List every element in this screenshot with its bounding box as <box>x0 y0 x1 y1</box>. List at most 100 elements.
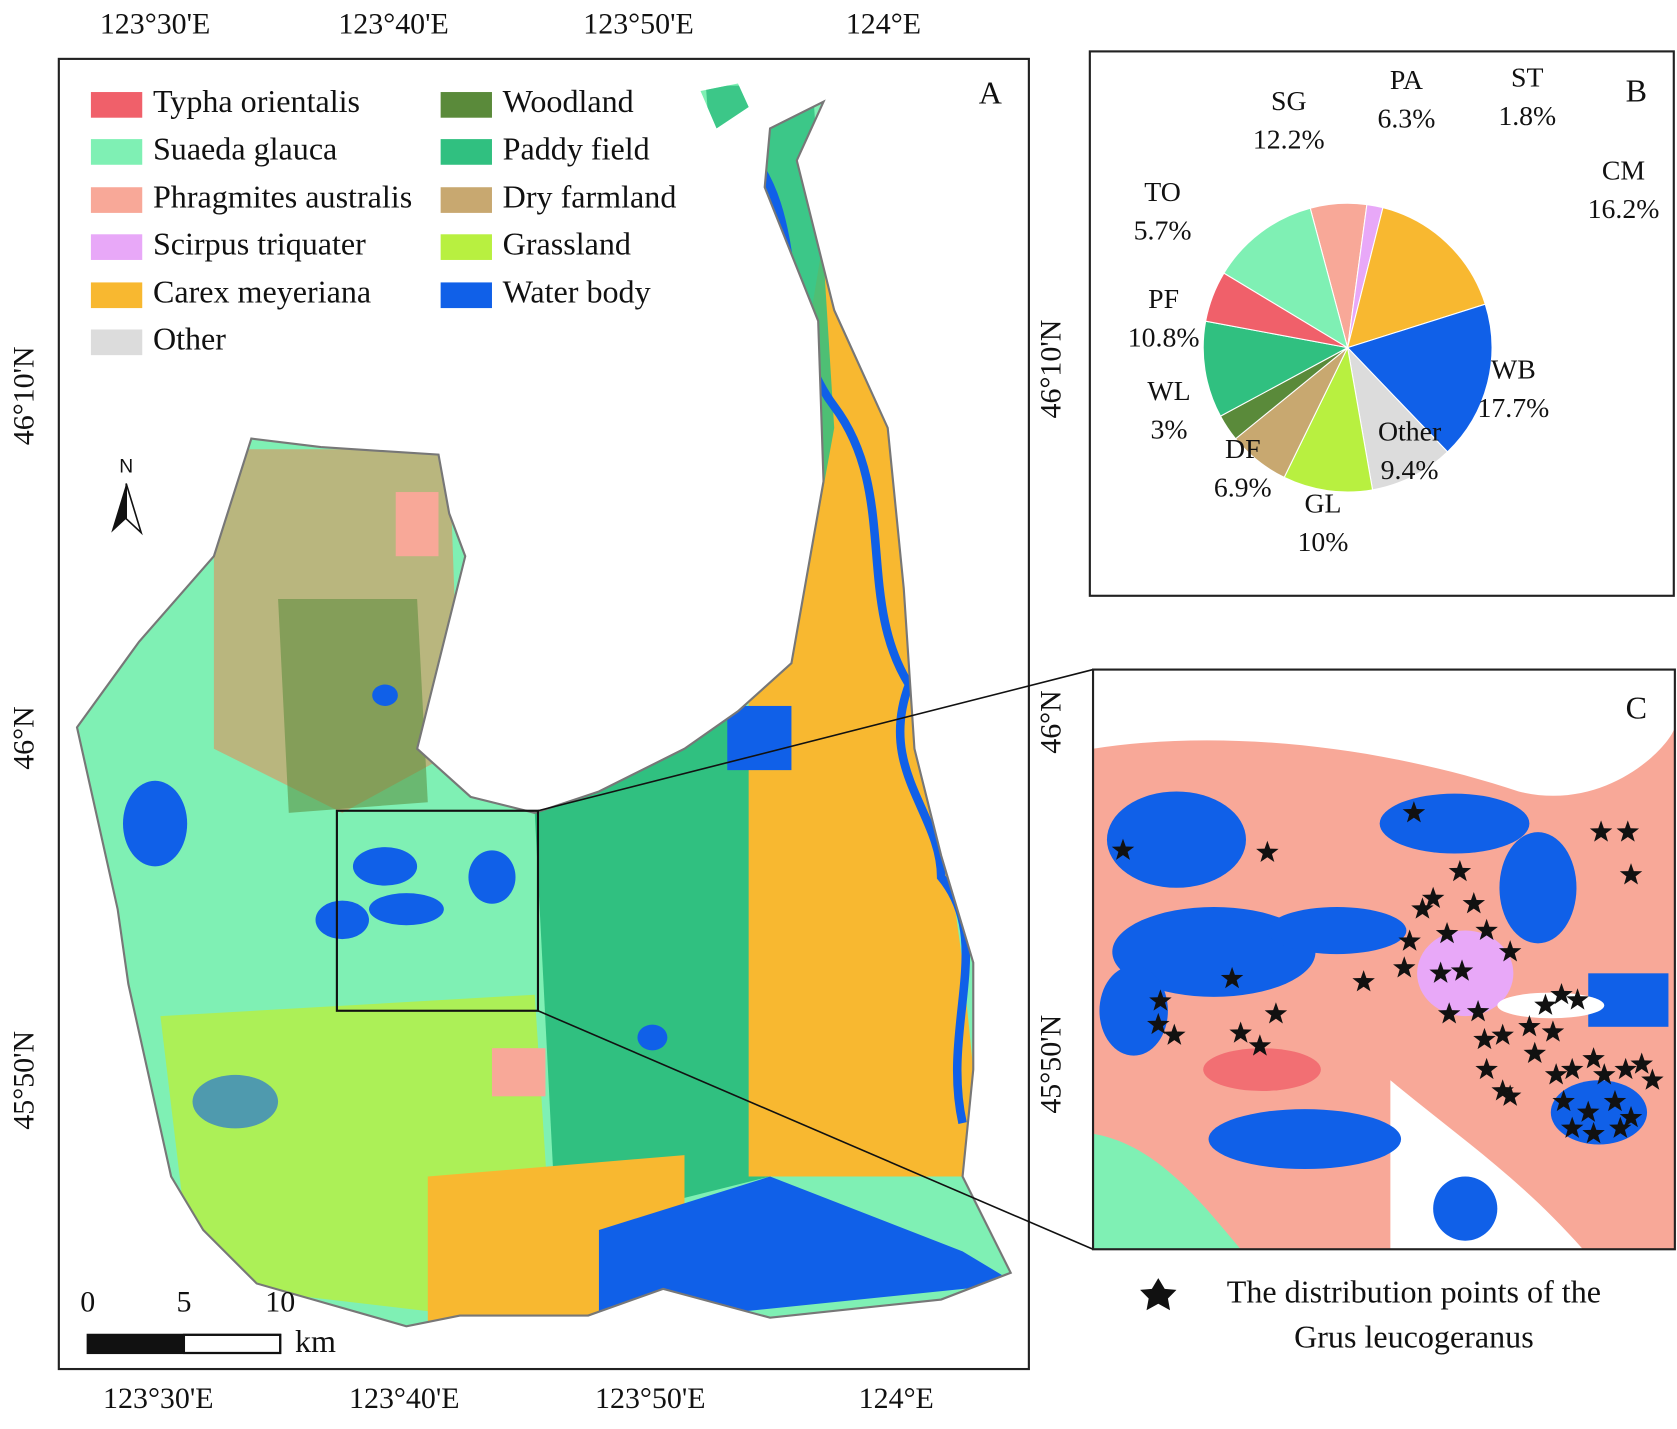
crane-point <box>1429 961 1452 983</box>
left-tick-label: 45°50'N <box>8 1031 41 1130</box>
north-label: N <box>119 457 133 478</box>
north-arrow-left <box>111 483 127 533</box>
pie-category-label: PF <box>1148 284 1179 315</box>
inset-water <box>1208 1109 1402 1170</box>
crane-point <box>1450 959 1474 981</box>
crane-point <box>1147 1012 1170 1035</box>
scale-tick-label: 10 <box>265 1286 295 1319</box>
map-water <box>368 893 444 926</box>
crane-point <box>1550 982 1573 1005</box>
scale-unit: km <box>295 1323 336 1359</box>
map-water <box>192 1074 279 1129</box>
map-water <box>315 900 369 940</box>
pie-wedge <box>1223 207 1349 349</box>
crane-point <box>1582 1121 1605 1144</box>
pie-category-label: TO <box>1144 177 1181 208</box>
pie-category-label: SG <box>1271 86 1307 117</box>
crane-point <box>1566 988 1589 1010</box>
crane-point <box>1448 859 1472 882</box>
scale-bar-frame <box>86 1333 282 1355</box>
crane-point <box>1248 1034 1272 1056</box>
crane-point <box>1534 993 1557 1015</box>
scale-bar-white <box>182 1333 282 1355</box>
crane-point <box>1437 1002 1461 1024</box>
inset-water <box>1499 832 1577 944</box>
legend-label: Other <box>153 321 226 357</box>
pie-value-label: 6.3% <box>1377 103 1435 134</box>
note-line: The distribution points of the <box>1227 1274 1601 1310</box>
crane-point <box>1111 838 1135 860</box>
map-water <box>352 847 418 886</box>
pie-value-label: 17.7% <box>1477 393 1549 424</box>
legend-swatch <box>440 139 492 165</box>
crane-point <box>1609 1116 1632 1138</box>
legend-swatch <box>90 234 143 260</box>
note-line: Grus leucogeranus <box>1294 1319 1534 1355</box>
pie-category-label: DF <box>1225 434 1261 465</box>
legend-label: Grassland <box>503 225 631 261</box>
crane-point <box>1582 1047 1605 1069</box>
crane-point <box>1593 1063 1616 1085</box>
star-symbol <box>1140 1278 1177 1311</box>
legend-label: Dry farmland <box>503 178 677 214</box>
crane-point <box>1352 970 1375 992</box>
map-region <box>395 492 439 557</box>
crane-point <box>1641 1068 1664 1090</box>
inset-water <box>1379 793 1530 854</box>
pie-value-label: 12.2% <box>1253 125 1325 156</box>
legend-label: Phragmites australis <box>153 178 412 214</box>
top-tick-label: 124°E <box>846 8 921 41</box>
pie-wedge <box>1283 345 1374 493</box>
pie-value-label: 3% <box>1150 415 1187 446</box>
crane-point <box>1220 966 1244 989</box>
north-arrow-right <box>125 483 143 536</box>
connector-line <box>537 668 1094 812</box>
legend-label: Woodland <box>503 83 634 119</box>
legend-swatch <box>440 282 492 309</box>
pie-value-label: 9.4% <box>1381 455 1439 486</box>
pie-wedge <box>1346 303 1493 453</box>
pie-wedge <box>1346 346 1449 491</box>
crane-point <box>1473 1027 1496 1050</box>
scale-tick-label: 0 <box>80 1286 95 1319</box>
crane-point <box>1466 1000 1490 1022</box>
map-water <box>122 780 188 867</box>
legend-swatch <box>440 92 492 118</box>
scale-bar-black <box>87 1334 184 1354</box>
bottom-tick-label: 124°E <box>859 1382 934 1415</box>
crane-point <box>1475 1057 1498 1080</box>
pie-category-label: ST <box>1511 63 1543 94</box>
pie-category-label: GL <box>1304 488 1341 519</box>
right-tick-label: 45°50'N <box>1034 1015 1067 1114</box>
pie-value-label: 6.9% <box>1214 472 1272 503</box>
inset-region <box>1093 1133 1241 1250</box>
crane-point <box>1560 1116 1584 1138</box>
legend-swatch <box>90 92 143 118</box>
crane-point <box>1421 886 1445 908</box>
crane-point <box>1229 1021 1252 1043</box>
bottom-tick-label: 123°40'E <box>349 1382 459 1415</box>
crane-point <box>1560 1057 1584 1080</box>
map-region <box>598 1176 1011 1327</box>
north-arrow: N <box>111 457 143 536</box>
crane-point <box>1498 1084 1522 1106</box>
pie-category-label: WB <box>1491 355 1536 386</box>
map-water <box>637 1024 668 1051</box>
panel-c-frame <box>1091 668 1676 1251</box>
left-tick-label: 46°N <box>8 706 41 770</box>
panel-label: A <box>979 75 1002 111</box>
map-region <box>534 705 771 1231</box>
inset-water <box>1588 973 1669 1027</box>
pie-value-label: 10.8% <box>1128 323 1200 354</box>
crane-point <box>1398 929 1421 951</box>
crane-point <box>1544 1063 1568 1085</box>
right-tick-label: 46°10'N <box>1034 320 1067 419</box>
pie-category-label: WL <box>1147 376 1190 407</box>
pie-value-label: 16.2% <box>1588 194 1660 225</box>
legend-swatch <box>90 139 143 165</box>
map-region <box>278 598 428 813</box>
pie-value-label: 1.8% <box>1498 101 1556 132</box>
inset-water <box>1099 965 1168 1056</box>
